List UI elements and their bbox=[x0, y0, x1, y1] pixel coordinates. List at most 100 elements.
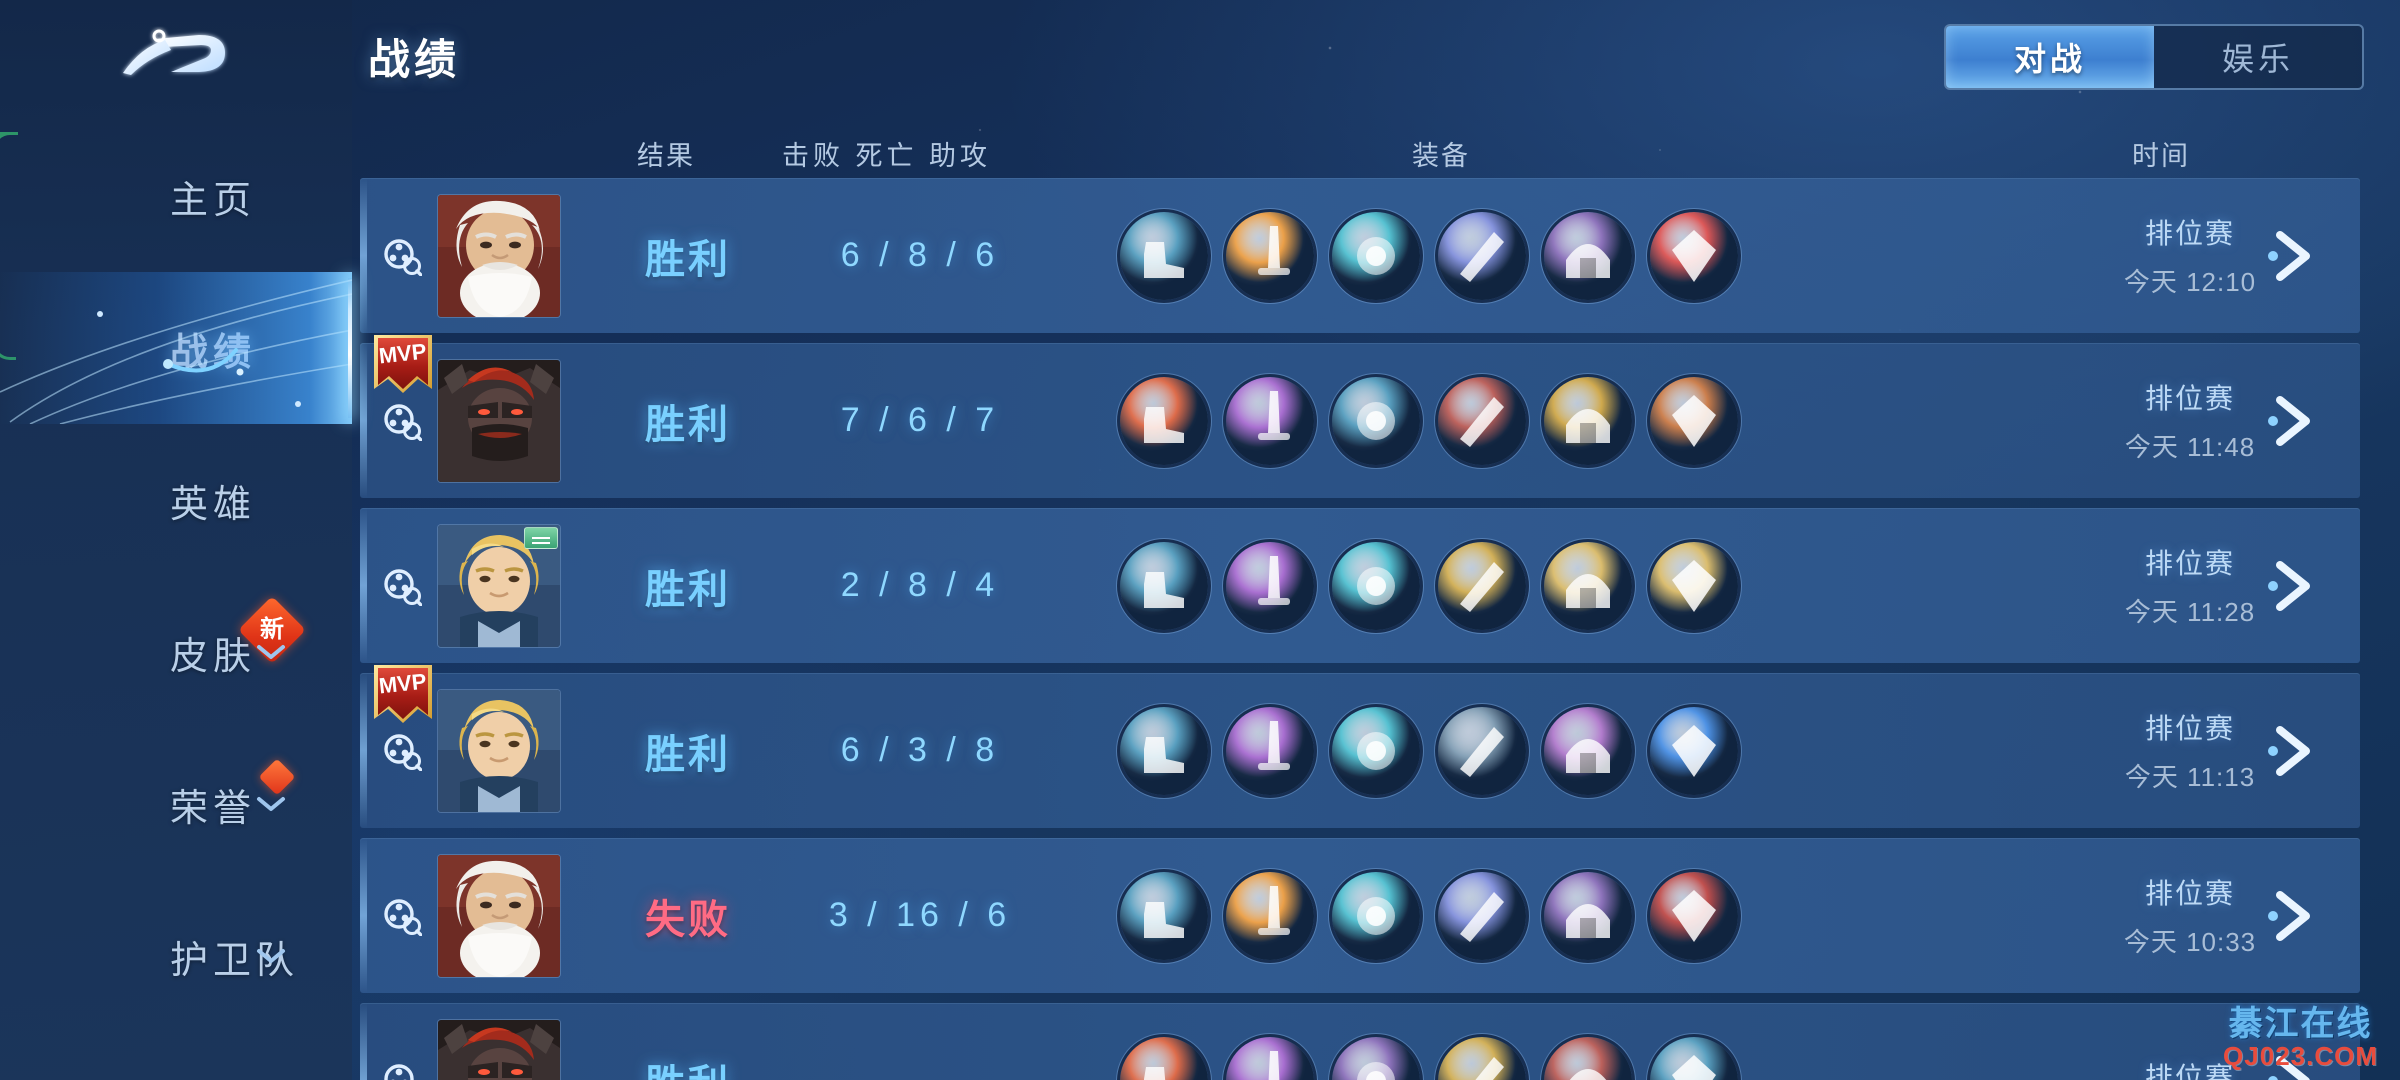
hero-avatar[interactable] bbox=[438, 194, 560, 317]
replay-button[interactable] bbox=[382, 566, 423, 607]
equipment-item[interactable] bbox=[1120, 376, 1208, 465]
match-detail-button[interactable] bbox=[2266, 724, 2316, 778]
row-accent-bar bbox=[360, 673, 367, 828]
equipment-item[interactable] bbox=[1226, 541, 1314, 630]
sidebar-item-label: 荣誉 bbox=[170, 787, 257, 830]
sidebar-item-guard-team[interactable]: 护卫队 bbox=[0, 880, 352, 1032]
sidebar-item-records[interactable]: 战绩 bbox=[0, 272, 352, 424]
equipment-item[interactable] bbox=[1120, 706, 1208, 795]
equipment-item[interactable] bbox=[1332, 376, 1420, 465]
equipment-item[interactable] bbox=[1438, 541, 1526, 630]
equipment-item[interactable] bbox=[1120, 871, 1208, 960]
equipment-list bbox=[1120, 1036, 1738, 1080]
equipment-item[interactable] bbox=[1544, 211, 1632, 300]
mode-tab-group: 对战 娱乐 bbox=[1944, 24, 2364, 90]
replay-button[interactable] bbox=[382, 236, 423, 277]
replay-button[interactable] bbox=[382, 731, 423, 772]
replay-button[interactable] bbox=[382, 401, 423, 442]
equipment-item[interactable] bbox=[1332, 871, 1420, 960]
replay-film-icon[interactable] bbox=[382, 236, 423, 277]
replay-film-icon[interactable] bbox=[382, 401, 423, 442]
app-logo[interactable] bbox=[0, 8, 352, 100]
equipment-item[interactable] bbox=[1226, 1036, 1314, 1080]
equipment-item[interactable] bbox=[1650, 706, 1738, 795]
equipment-item[interactable] bbox=[1438, 706, 1526, 795]
equipment-item[interactable] bbox=[1332, 211, 1420, 300]
sidebar-item-label: 皮肤 bbox=[170, 635, 257, 678]
page-title: 战绩 bbox=[368, 36, 461, 83]
equipment-item[interactable] bbox=[1332, 706, 1420, 795]
equipment-item[interactable] bbox=[1544, 871, 1632, 960]
replay-button[interactable] bbox=[382, 896, 423, 937]
sidebar-item-heroes[interactable]: 英雄 bbox=[0, 424, 352, 576]
match-detail-button[interactable] bbox=[2266, 1054, 2316, 1080]
equipment-item[interactable] bbox=[1544, 706, 1632, 795]
match-row[interactable]: 失败 3 / 16 / 6 bbox=[360, 838, 2360, 993]
replay-film-icon[interactable] bbox=[382, 731, 423, 772]
equipment-item[interactable] bbox=[1120, 211, 1208, 300]
equipment-item[interactable] bbox=[1650, 871, 1738, 960]
equipment-item[interactable] bbox=[1226, 376, 1314, 465]
match-detail-button[interactable] bbox=[2266, 889, 2316, 943]
match-detail-button[interactable] bbox=[2266, 559, 2316, 613]
hero-avatar[interactable] bbox=[438, 689, 560, 812]
row-accent-bar bbox=[360, 178, 367, 333]
match-detail-button[interactable] bbox=[2266, 229, 2316, 283]
replay-button[interactable] bbox=[382, 1061, 422, 1080]
equipment-item[interactable] bbox=[1332, 1036, 1420, 1080]
chevron-right-icon[interactable] bbox=[2266, 1054, 2316, 1080]
equipment-list bbox=[1120, 376, 1738, 465]
sidebar-item-games[interactable]: 游戏 bbox=[0, 1032, 352, 1080]
match-row[interactable]: 胜利 6 / 8 / 6 bbox=[360, 178, 2360, 333]
equipment-item[interactable] bbox=[1226, 211, 1314, 300]
equipment-item[interactable] bbox=[1120, 1036, 1208, 1080]
sidebar-item-home[interactable]: 主页 bbox=[0, 120, 352, 272]
match-mode: 排位赛 bbox=[2144, 713, 2235, 744]
match-row[interactable]: 胜利 2 / 8 / 4 bbox=[360, 508, 2360, 663]
hero-avatar[interactable] bbox=[438, 359, 560, 482]
chevron-right-icon[interactable] bbox=[2266, 559, 2316, 613]
chevron-right-icon[interactable] bbox=[2266, 724, 2316, 778]
equipment-item[interactable] bbox=[1650, 211, 1738, 300]
equipment-item[interactable] bbox=[1650, 541, 1738, 630]
hero-avatar[interactable] bbox=[438, 1019, 560, 1080]
tab-entertainment[interactable]: 娱乐 bbox=[2221, 41, 2294, 77]
match-kda: 3 / 16 / 6 bbox=[828, 896, 1012, 934]
replay-film-icon[interactable] bbox=[382, 1061, 422, 1080]
sidebar-item-honor[interactable]: 荣誉 bbox=[0, 728, 352, 880]
equipment-item[interactable] bbox=[1226, 706, 1314, 795]
replay-film-icon[interactable] bbox=[382, 896, 423, 937]
match-detail-button[interactable] bbox=[2266, 394, 2316, 448]
replay-film-icon[interactable] bbox=[382, 566, 423, 607]
chevron-down-icon[interactable] bbox=[256, 795, 286, 813]
tab-battle[interactable]: 对战 bbox=[1946, 26, 2154, 88]
hero-avatar[interactable] bbox=[438, 854, 560, 977]
match-timestamp: 今天 11:13 bbox=[2124, 762, 2256, 792]
row-accent-bar bbox=[360, 1003, 367, 1080]
equipment-item[interactable] bbox=[1120, 541, 1208, 630]
equipment-item[interactable] bbox=[1650, 1036, 1738, 1080]
sidebar-item-label: 战绩 bbox=[170, 331, 257, 374]
match-row[interactable]: MVP 胜利 6 / 3 / 8 bbox=[360, 665, 2360, 828]
match-row[interactable]: 胜利 bbox=[360, 1003, 2360, 1080]
match-row[interactable]: MVP 胜利 7 / 6 / 7 bbox=[360, 335, 2360, 498]
chevron-down-icon[interactable] bbox=[256, 643, 286, 661]
equipment-item[interactable] bbox=[1438, 1036, 1526, 1080]
equipment-item[interactable] bbox=[1438, 871, 1526, 960]
hero-avatar[interactable] bbox=[438, 524, 560, 647]
match-kda: 2 / 8 / 4 bbox=[840, 566, 1000, 604]
chevron-down-icon[interactable] bbox=[256, 947, 286, 965]
equipment-item[interactable] bbox=[1650, 376, 1738, 465]
chevron-right-icon[interactable] bbox=[2266, 394, 2316, 448]
equipment-item[interactable] bbox=[1438, 376, 1526, 465]
equipment-item[interactable] bbox=[1438, 211, 1526, 300]
chevron-right-icon[interactable] bbox=[2266, 889, 2316, 943]
equipment-item[interactable] bbox=[1226, 871, 1314, 960]
chevron-right-icon[interactable] bbox=[2266, 229, 2316, 283]
equipment-item[interactable] bbox=[1544, 376, 1632, 465]
equipment-item[interactable] bbox=[1544, 541, 1632, 630]
equipment-item[interactable] bbox=[1544, 1036, 1632, 1080]
sidebar-item-skins[interactable]: 皮肤 新 bbox=[0, 576, 352, 728]
equipment-item[interactable] bbox=[1332, 541, 1420, 630]
